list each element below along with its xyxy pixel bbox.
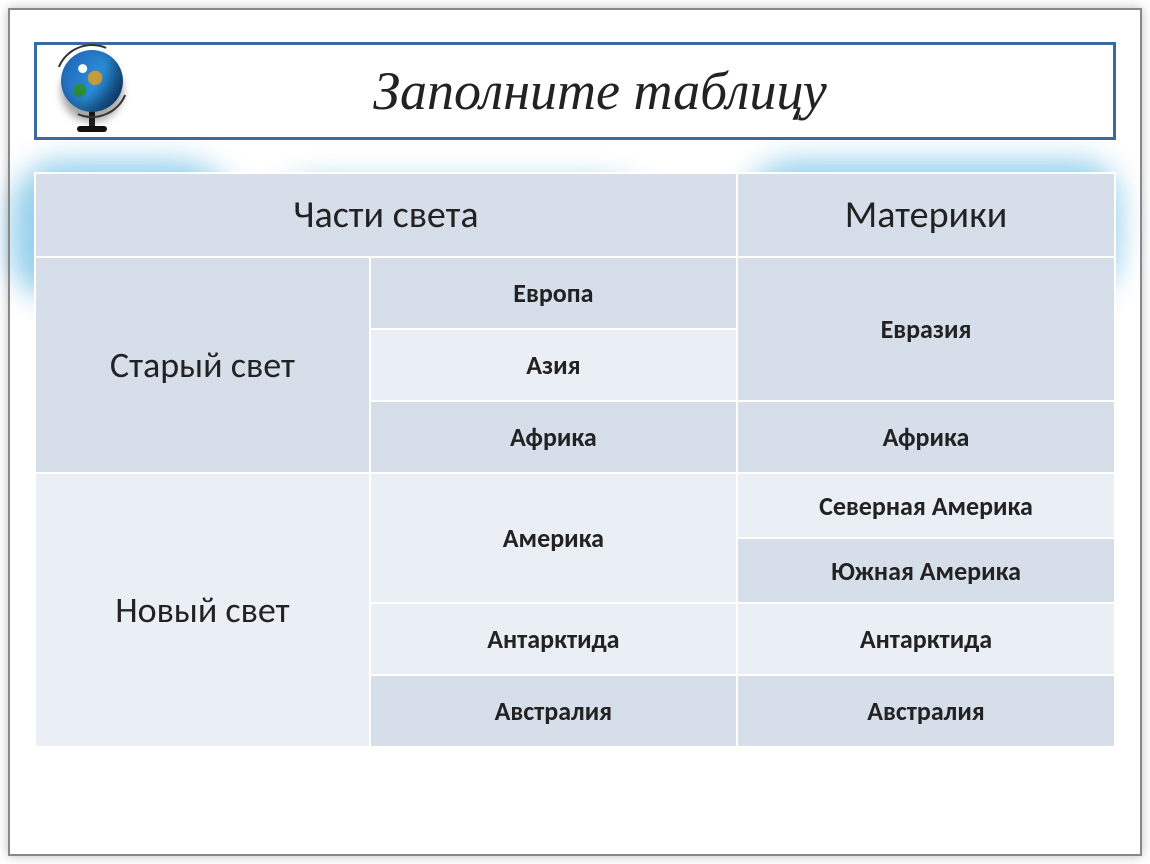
title-box: Заполните таблицу [34,42,1116,140]
header-parts-of-world: Части света [35,173,737,257]
table-container: Части света Материки Старый свет Европа … [34,172,1116,748]
part-america: Америка [370,473,737,603]
part-antarctica: Антарктида [370,603,737,675]
header-continents: Материки [737,173,1115,257]
continent-south-america: Южная Америка [737,538,1115,603]
table-row: Старый свет Европа Евразия [35,257,1115,329]
continent-africa: Африка [737,401,1115,473]
continent-antarctica: Антарктида [737,603,1115,675]
continent-north-america: Северная Америка [737,473,1115,538]
group-old-world: Старый свет [35,257,370,473]
table-header-row: Части света Материки [35,173,1115,257]
globe-icon [37,45,147,137]
part-australia: Австралия [370,675,737,747]
part-africa: Африка [370,401,737,473]
part-asia: Азия [370,329,737,401]
table-row: Новый свет Америка Северная Америка [35,473,1115,538]
continent-eurasia: Евразия [737,257,1115,401]
continents-table: Части света Материки Старый свет Европа … [34,172,1116,748]
group-new-world: Новый свет [35,473,370,747]
slide-title: Заполните таблицу [147,60,1113,122]
continent-australia: Австралия [737,675,1115,747]
part-europe: Европа [370,257,737,329]
